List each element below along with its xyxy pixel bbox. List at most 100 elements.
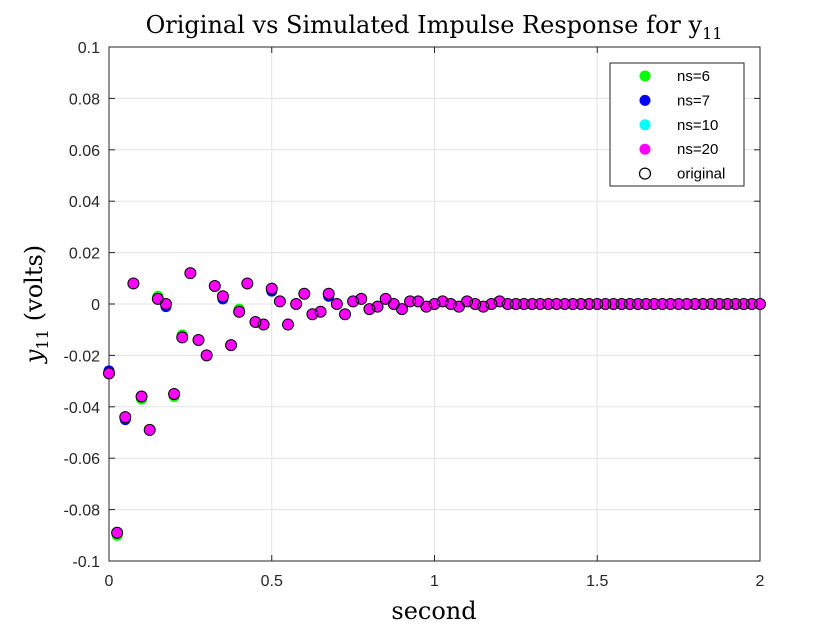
data-point [103,367,115,379]
data-point [631,298,644,310]
y-tick-label: -0.02 [64,348,101,365]
data-point [745,298,758,310]
legend-marker [638,167,652,180]
data-point [404,295,417,308]
data-point [558,298,571,310]
y-tick-label: 0.1 [78,40,100,57]
data-point [640,298,653,310]
data-point [656,298,669,310]
data-point [420,300,433,313]
data-point [591,298,604,310]
data-point [485,298,498,310]
data-point [664,298,676,310]
data-point [746,298,758,310]
data-point [200,349,213,362]
data-point [127,277,139,289]
data-point [550,298,563,310]
data-point [705,298,718,310]
data-point [136,391,148,403]
data-point [241,277,254,290]
data-point [176,331,189,344]
data-point [599,298,611,310]
y-tick-label: 0.06 [69,143,100,160]
legend-item: ns=6 [639,68,710,85]
data-point [201,349,213,361]
data-point [347,295,360,308]
data-point [680,298,693,310]
data-point [542,298,555,310]
data-point [168,388,180,400]
data-point [241,277,253,289]
data-point [395,303,408,316]
data-point [338,308,351,321]
legend-label: ns=6 [677,68,710,85]
data-point [322,287,335,300]
data-point [233,305,246,318]
data-point [697,298,709,310]
data-point [477,300,490,313]
data-point [624,298,636,310]
legend-marker [639,119,651,131]
data-point [217,290,229,302]
y-axis-label-subscript: 11 [33,329,52,349]
data-point [193,334,205,346]
data-point [526,298,539,310]
data-point [111,526,124,539]
series-ns-20 [103,267,766,539]
data-point [648,298,661,310]
data-points [103,267,766,541]
data-point [266,283,278,295]
data-point [493,295,506,308]
legend: ns=6 ns=7 ns=10 ns=20 original [609,62,745,187]
data-point [331,298,343,310]
data-point [436,295,449,308]
data-point [608,298,620,310]
data-point [290,298,302,310]
data-point [681,298,693,310]
data-point [216,290,229,303]
data-point [688,298,701,310]
y-tick-label: 0 [91,297,100,314]
data-point [265,282,278,295]
chart-title: Original vs Simulated Impulse Response f… [146,11,723,43]
y-tick-label: -0.04 [64,400,101,417]
data-point [729,298,742,310]
data-point [111,527,123,539]
data-point [664,298,677,310]
data-point [209,280,221,292]
data-point [290,298,303,310]
data-point [583,298,595,310]
x-axis-label: second [391,597,476,625]
x-tick-label: 1 [430,573,439,590]
data-point [273,295,286,308]
data-point [184,267,197,280]
data-point [404,295,416,307]
data-point [168,387,181,400]
data-point [591,298,603,310]
data-point [705,298,717,310]
data-point [176,331,188,343]
data-point [673,298,685,310]
data-point [559,298,571,310]
data-point [444,298,457,310]
data-point [551,298,563,310]
data-point [135,390,148,403]
data-point [648,298,660,310]
legend-marker [639,70,651,82]
data-point [330,298,343,310]
data-point [518,298,530,310]
chart-title-main: Original vs Simulated Impulse Response f… [146,11,703,39]
legend-item: ns=10 [639,117,718,134]
data-point [575,298,587,310]
data-point [249,315,262,328]
legend-marker [639,94,651,106]
data-point [721,298,733,310]
data-point [257,318,270,331]
data-point [567,298,579,310]
data-point [534,298,546,310]
data-point [574,298,587,310]
data-point [469,298,482,310]
data-point [501,298,514,310]
legend-label: ns=10 [677,117,718,134]
data-point [298,287,311,300]
